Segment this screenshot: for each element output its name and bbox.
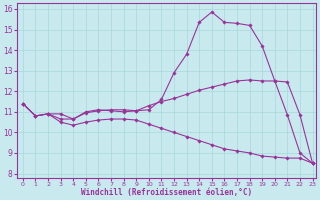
X-axis label: Windchill (Refroidissement éolien,°C): Windchill (Refroidissement éolien,°C) [81,188,252,197]
